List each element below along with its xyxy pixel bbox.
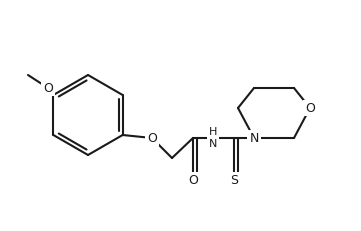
Text: O: O xyxy=(43,82,53,94)
Text: O: O xyxy=(147,131,157,145)
Text: S: S xyxy=(230,173,238,186)
Text: O: O xyxy=(305,101,315,115)
Text: N: N xyxy=(249,131,259,145)
Text: O: O xyxy=(188,173,198,186)
Text: H
N: H N xyxy=(209,127,217,149)
